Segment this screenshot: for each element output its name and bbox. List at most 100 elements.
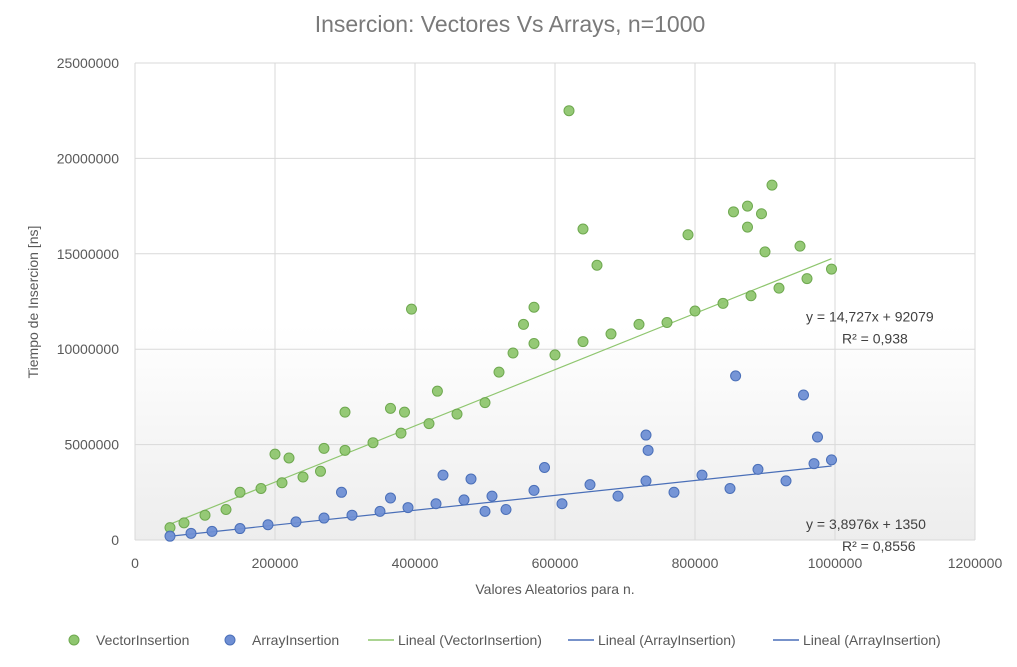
data-point xyxy=(584,479,596,491)
data-point xyxy=(556,498,568,510)
x-tick-label: 600000 xyxy=(532,555,579,571)
legend-label: Lineal (ArrayInsertion) xyxy=(803,632,941,648)
data-point xyxy=(563,105,575,117)
data-point xyxy=(794,240,806,252)
y-tick-label: 25000000 xyxy=(57,55,120,71)
data-point xyxy=(486,490,498,502)
data-point xyxy=(528,484,540,496)
data-point xyxy=(640,475,652,487)
data-point xyxy=(234,523,246,535)
legend-marker xyxy=(224,634,236,646)
data-point xyxy=(479,505,491,517)
data-point xyxy=(717,297,729,309)
legend-item: VectorInsertion xyxy=(68,632,189,648)
data-point xyxy=(528,337,540,349)
data-point xyxy=(642,444,654,456)
data-point xyxy=(780,475,792,487)
legend-marker xyxy=(68,634,80,646)
data-point xyxy=(385,402,396,414)
data-point xyxy=(430,498,442,510)
legend-item: Lineal (ArrayInsertion) xyxy=(568,632,736,648)
data-point xyxy=(640,429,652,441)
y-tick-label: 15000000 xyxy=(57,246,120,262)
data-point xyxy=(633,318,645,330)
data-point xyxy=(500,503,512,515)
data-point xyxy=(759,246,771,258)
data-point xyxy=(339,444,351,456)
data-point xyxy=(612,490,624,502)
data-point xyxy=(493,366,505,378)
y-tick-label: 0 xyxy=(111,532,119,548)
trendline-equations: y = 14,727x + 92079 R² = 0,938 y = 3,8976x… xyxy=(806,309,934,554)
data-point xyxy=(577,336,589,348)
data-point xyxy=(339,406,351,418)
data-point xyxy=(220,503,232,515)
data-point xyxy=(336,486,347,498)
data-point xyxy=(385,492,396,504)
data-point xyxy=(661,316,673,328)
legend-item: Lineal (ArrayInsertion) xyxy=(773,632,941,648)
data-point xyxy=(164,530,176,542)
data-point xyxy=(346,509,358,521)
data-points xyxy=(164,105,837,542)
data-point xyxy=(745,290,757,302)
data-point xyxy=(451,408,463,420)
x-tick-label: 1000000 xyxy=(808,555,863,571)
legend-item: ArrayInsertion xyxy=(224,632,339,648)
x-tick-label: 800000 xyxy=(672,555,719,571)
trendline-r2: R² = 0,8556 xyxy=(842,538,916,554)
legend-label: VectorInsertion xyxy=(96,632,189,648)
legend-item: Lineal (VectorInsertion) xyxy=(368,632,542,648)
data-point xyxy=(689,305,701,317)
data-point xyxy=(742,221,753,233)
data-point xyxy=(283,452,295,464)
data-point xyxy=(577,223,589,235)
data-point xyxy=(591,259,603,271)
trendline-equation: y = 3,8976x + 1350 xyxy=(806,516,926,532)
y-tick-label: 20000000 xyxy=(57,150,120,166)
data-point xyxy=(724,482,736,494)
x-tick-label: 0 xyxy=(131,555,139,571)
data-point xyxy=(276,477,288,489)
data-point xyxy=(318,512,330,524)
data-point xyxy=(696,469,708,481)
y-axis-ticks: 0 5000000 10000000 15000000 20000000 25000000 xyxy=(57,55,120,548)
y-tick-label: 10000000 xyxy=(57,341,120,357)
data-point xyxy=(728,206,739,218)
data-point xyxy=(402,502,414,514)
data-point xyxy=(826,263,837,275)
data-point xyxy=(812,431,823,443)
data-point xyxy=(395,427,407,439)
data-point xyxy=(808,458,820,470)
x-tick-label: 200000 xyxy=(252,555,299,571)
data-point xyxy=(539,461,550,473)
data-point xyxy=(374,505,386,517)
data-point xyxy=(528,301,540,313)
y-tick-label: 5000000 xyxy=(64,437,119,453)
data-point xyxy=(518,318,529,330)
data-point xyxy=(549,349,561,361)
data-point xyxy=(315,465,326,477)
data-point xyxy=(262,519,274,531)
data-point xyxy=(458,494,470,506)
x-tick-label: 400000 xyxy=(392,555,439,571)
x-axis-label: Valores Aleatorios para n. xyxy=(475,581,634,597)
data-point xyxy=(773,282,785,294)
gridlines xyxy=(134,62,976,541)
x-tick-label: 1200000 xyxy=(948,555,1003,571)
trendline-equation: y = 14,727x + 92079 xyxy=(806,309,934,325)
data-point xyxy=(766,179,778,191)
y-axis-label: Tiempo de Insercion [ns] xyxy=(25,226,41,379)
legend-label: Lineal (ArrayInsertion) xyxy=(598,632,736,648)
data-point xyxy=(479,397,491,409)
data-point xyxy=(668,486,680,498)
data-point xyxy=(801,273,813,285)
data-point xyxy=(255,482,267,494)
data-point xyxy=(507,347,519,359)
chart-title: Insercion: Vectores Vs Arrays, n=1000 xyxy=(315,11,706,37)
data-point xyxy=(756,208,767,220)
legend-label: Lineal (VectorInsertion) xyxy=(398,632,542,648)
data-point xyxy=(269,448,281,460)
